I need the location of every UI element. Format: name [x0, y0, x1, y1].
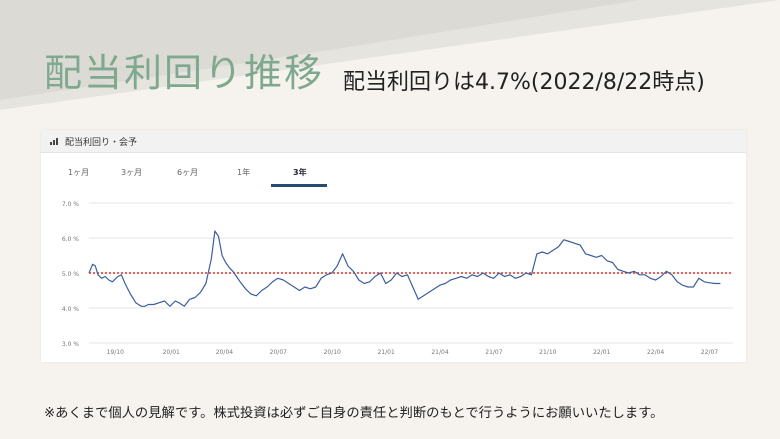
main-title: 配当利回り推移 [44, 51, 325, 95]
x-tick-label: 21/04 [431, 349, 448, 356]
x-tick-label: 22/01 [593, 349, 610, 356]
x-tick-label: 22/04 [647, 349, 664, 356]
x-tick-label: 21/10 [539, 349, 556, 356]
yield-series-line [88, 230, 721, 307]
period-tabs: 1ヶ月 3ヶ月 6ヶ月 1年 3年 [41, 160, 746, 187]
tab-1-year[interactable]: 1年 [237, 168, 251, 177]
tab-3-months[interactable]: 3ヶ月 [121, 168, 143, 177]
y-tick-label: 6.0 % [62, 236, 79, 243]
active-tab-indicator [271, 184, 327, 187]
dividend-yield-line-chart: 3.0 % 4.0 % 5.0 % 6.0 % 7.0 % 19/10 20/01 20/04… [62, 201, 733, 356]
card-title: 配当利回り・会予 [65, 138, 138, 148]
card-header: 配当利回り・会予 [41, 130, 746, 153]
disclaimer-note: ※あくまで個人の見解です。株式投資は必ずご自身の責任と判断のもとで行うようにお願… [44, 406, 664, 421]
y-tick-label: 7.0 % [62, 201, 79, 208]
tab-3-years[interactable]: 3年 [293, 168, 307, 177]
signal-bars-icon [50, 138, 58, 145]
y-tick-label: 3.0 % [62, 341, 79, 348]
tab-6-months[interactable]: 6ヶ月 [177, 168, 199, 177]
x-tick-label: 20/01 [163, 349, 180, 356]
tab-1-month[interactable]: 1ヶ月 [68, 168, 90, 177]
x-tick-label: 19/10 [107, 349, 124, 356]
x-tick-label: 22/07 [701, 349, 718, 356]
chart-card: 配当利回り・会予 1ヶ月 3ヶ月 6ヶ月 1年 3年 3.0 % 4.0 % 5.0… [41, 130, 746, 362]
subtitle: 配当利回りは4.7%(2022/8/22時点) [343, 70, 705, 95]
x-tick-label: 20/07 [270, 349, 287, 356]
x-tick-label: 21/07 [485, 349, 502, 356]
x-tick-label: 20/10 [324, 349, 341, 356]
y-tick-label: 4.0 % [62, 306, 79, 313]
y-tick-label: 5.0 % [62, 271, 79, 278]
x-tick-label: 20/04 [216, 349, 233, 356]
x-tick-label: 21/01 [377, 349, 394, 356]
